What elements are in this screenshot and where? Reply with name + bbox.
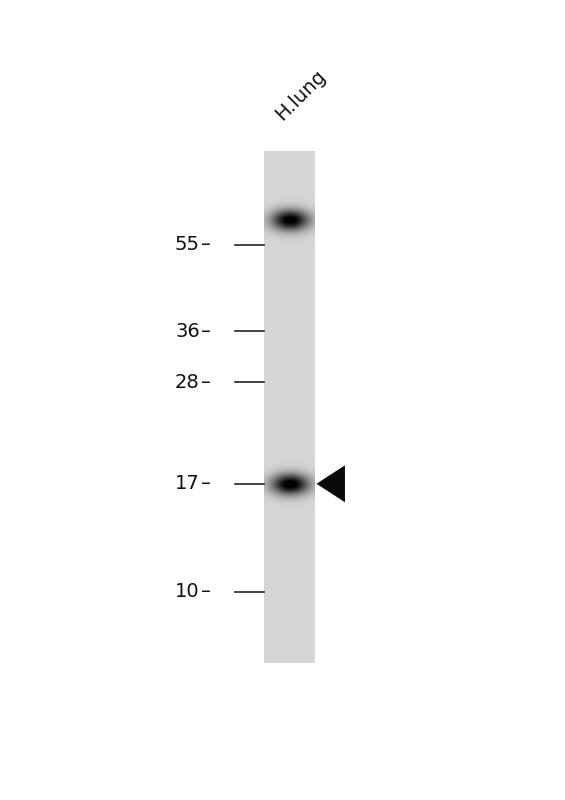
Text: –: – bbox=[202, 373, 211, 392]
Text: 28: 28 bbox=[175, 373, 200, 392]
Text: –: – bbox=[202, 235, 211, 254]
Text: 10: 10 bbox=[175, 582, 200, 602]
Text: H.lung: H.lung bbox=[272, 66, 329, 124]
Text: 17: 17 bbox=[175, 474, 200, 494]
Text: –: – bbox=[202, 582, 211, 602]
Text: –: – bbox=[202, 322, 211, 341]
Text: –: – bbox=[202, 474, 211, 494]
Text: 36: 36 bbox=[175, 322, 200, 341]
Text: 55: 55 bbox=[175, 235, 200, 254]
Polygon shape bbox=[316, 466, 345, 502]
